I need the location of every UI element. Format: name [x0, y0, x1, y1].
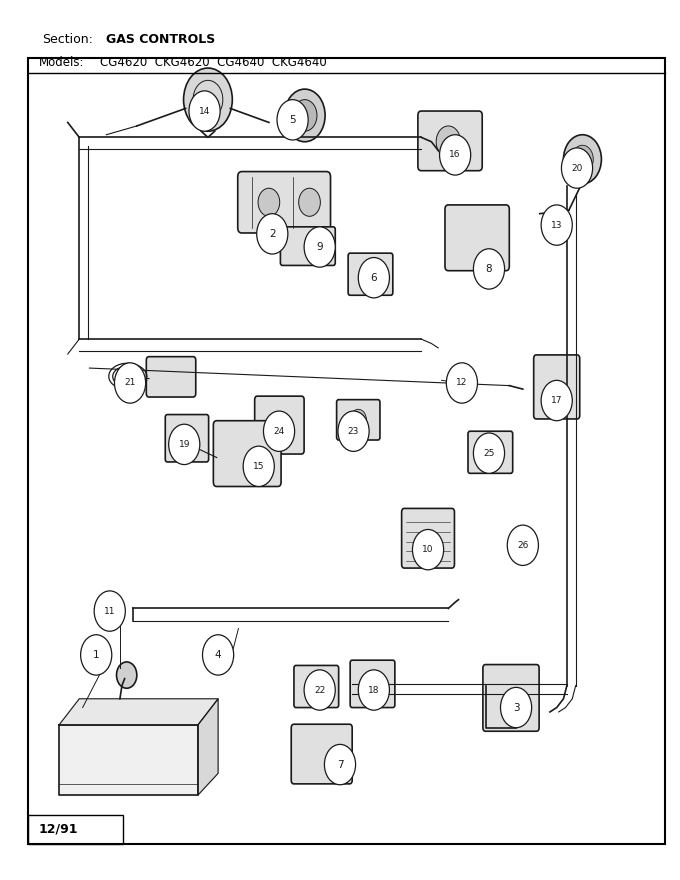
Circle shape: [292, 99, 317, 131]
Text: CG4620  CKG4620  CG4640  CKG4640: CG4620 CKG4620 CG4640 CKG4640: [99, 56, 326, 70]
FancyBboxPatch shape: [337, 400, 380, 440]
Bar: [29, 816, 123, 844]
Circle shape: [541, 380, 573, 421]
Circle shape: [258, 188, 279, 216]
Polygon shape: [198, 699, 218, 796]
Text: 16: 16: [449, 150, 461, 159]
Text: 20: 20: [571, 164, 583, 172]
Text: 14: 14: [199, 106, 210, 115]
FancyBboxPatch shape: [350, 660, 395, 708]
FancyBboxPatch shape: [294, 665, 339, 708]
Text: 2: 2: [269, 229, 275, 238]
Text: 21: 21: [124, 378, 136, 387]
Text: 9: 9: [316, 242, 323, 252]
Text: 18: 18: [368, 686, 379, 694]
FancyBboxPatch shape: [291, 724, 352, 784]
FancyBboxPatch shape: [146, 356, 196, 397]
Circle shape: [257, 214, 288, 254]
Circle shape: [284, 89, 325, 142]
Circle shape: [413, 530, 443, 570]
Circle shape: [358, 258, 390, 298]
FancyBboxPatch shape: [418, 111, 482, 171]
Text: 25: 25: [483, 449, 494, 458]
Text: 6: 6: [371, 273, 377, 282]
FancyBboxPatch shape: [348, 253, 393, 296]
FancyBboxPatch shape: [402, 509, 454, 568]
Text: 22: 22: [314, 686, 325, 694]
Circle shape: [324, 744, 356, 785]
Circle shape: [114, 363, 146, 403]
Text: 7: 7: [337, 759, 343, 770]
Circle shape: [507, 525, 539, 566]
FancyBboxPatch shape: [534, 355, 580, 419]
Text: 1: 1: [93, 650, 99, 660]
Polygon shape: [59, 699, 218, 725]
Circle shape: [81, 634, 112, 675]
Circle shape: [277, 99, 308, 140]
Text: 5: 5: [289, 114, 296, 125]
Circle shape: [500, 687, 532, 728]
Bar: [29, 58, 665, 844]
Circle shape: [439, 135, 471, 175]
Text: 12/91: 12/91: [39, 823, 78, 836]
Circle shape: [203, 634, 234, 675]
Text: Section:: Section:: [42, 33, 93, 46]
Circle shape: [564, 135, 601, 184]
Text: 24: 24: [273, 427, 285, 436]
Circle shape: [562, 148, 592, 188]
Circle shape: [572, 145, 593, 173]
Circle shape: [184, 68, 233, 131]
Circle shape: [473, 249, 505, 290]
Circle shape: [358, 670, 390, 710]
Circle shape: [299, 188, 320, 216]
Circle shape: [304, 227, 335, 268]
Text: 12: 12: [456, 378, 468, 387]
Text: 23: 23: [348, 427, 359, 436]
Circle shape: [243, 446, 274, 487]
Text: 11: 11: [104, 606, 116, 615]
FancyBboxPatch shape: [214, 421, 281, 487]
FancyBboxPatch shape: [483, 664, 539, 731]
Circle shape: [94, 590, 125, 631]
Text: 4: 4: [215, 650, 222, 660]
FancyBboxPatch shape: [280, 227, 335, 266]
FancyBboxPatch shape: [468, 431, 513, 473]
Circle shape: [436, 126, 460, 158]
FancyBboxPatch shape: [238, 172, 330, 233]
Polygon shape: [59, 725, 198, 796]
Circle shape: [116, 662, 137, 688]
Circle shape: [350, 409, 367, 430]
Text: GAS CONTROLS: GAS CONTROLS: [106, 33, 216, 46]
Circle shape: [189, 91, 220, 131]
Text: 13: 13: [551, 221, 562, 230]
Text: 19: 19: [178, 440, 190, 449]
FancyBboxPatch shape: [255, 396, 304, 454]
Circle shape: [304, 670, 335, 710]
Circle shape: [169, 424, 200, 465]
Circle shape: [473, 433, 505, 473]
Text: 15: 15: [253, 462, 265, 471]
Text: Models:: Models:: [39, 56, 84, 70]
Circle shape: [338, 411, 369, 451]
Circle shape: [263, 411, 294, 451]
Text: 3: 3: [513, 702, 520, 713]
Text: 8: 8: [486, 264, 492, 274]
Text: 26: 26: [517, 541, 528, 550]
Text: 10: 10: [422, 545, 434, 554]
FancyBboxPatch shape: [165, 414, 209, 462]
Circle shape: [541, 205, 573, 246]
Circle shape: [446, 363, 477, 403]
FancyBboxPatch shape: [445, 205, 509, 271]
Text: 17: 17: [551, 396, 562, 405]
